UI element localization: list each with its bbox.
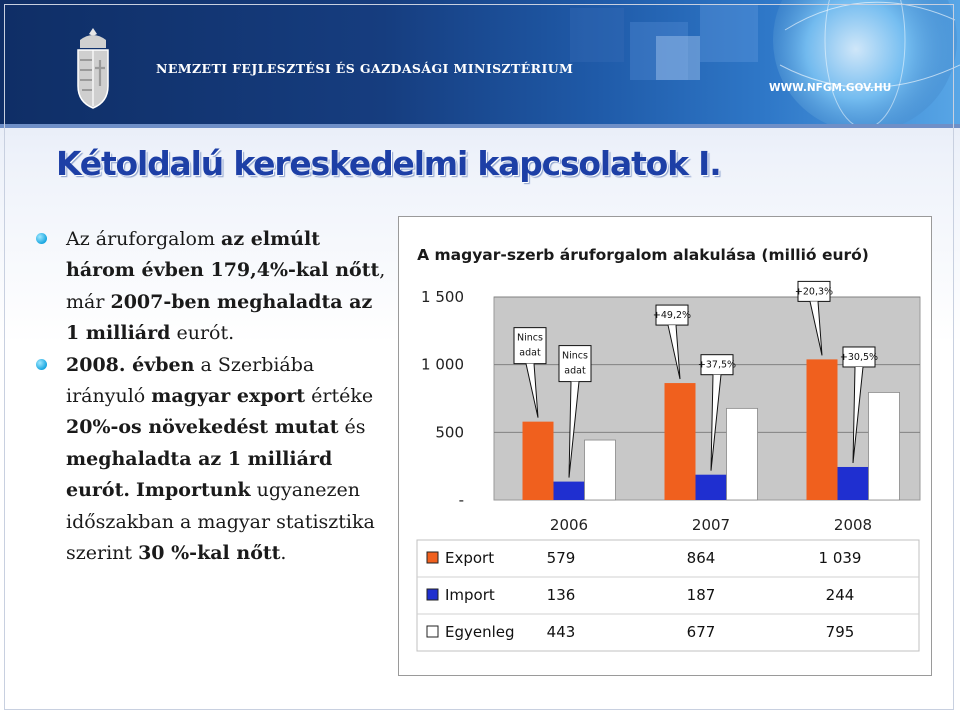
bullet-text: 2007-ben meghaladta az 1 milliárd <box>66 290 373 345</box>
bullet-text: ugyanezen időszakban a magyar statisztik… <box>66 479 375 565</box>
bar-chart: A magyar-szerb áruforgalom alakulása (mi… <box>416 246 921 652</box>
legend-swatch <box>426 551 439 564</box>
bar-import <box>553 481 585 500</box>
chart-container: A magyar-szerb áruforgalom alakulása (mi… <box>398 216 932 676</box>
bar-egyenleg <box>584 439 616 501</box>
callout-pointer <box>525 363 539 418</box>
bar-export <box>806 359 838 500</box>
callout-box <box>655 304 689 326</box>
ministry-name: NEMZETI FEJLESZTÉSI ÉS GAZDASÁGI MINISZT… <box>156 61 574 76</box>
bullet-text: , már <box>66 259 386 313</box>
y-tick-label: 500 <box>435 423 464 441</box>
callout-pointer <box>809 301 823 356</box>
bullet-text: eurót. <box>170 322 235 345</box>
bullet-text: 179,4%-kal nőtt <box>210 259 380 282</box>
callout-pointer <box>710 374 722 471</box>
bullet-text: a Szerbiába irányuló <box>66 353 315 408</box>
bullet-item: Az áruforgalom az elmúlt három évben 179… <box>36 224 388 350</box>
bar-export <box>522 421 554 500</box>
y-tick-label: 1 500 <box>421 288 464 306</box>
bullet-list: Az áruforgalom az elmúlt három évben 179… <box>36 224 388 569</box>
table-cell: 677 <box>687 623 716 641</box>
header-banner: NEMZETI FEJLESZTÉSI ÉS GAZDASÁGI MINISZT… <box>0 0 960 128</box>
bar-export <box>664 383 696 500</box>
bullet-text: 30 %-kal nőtt <box>138 542 281 565</box>
bar-import <box>837 466 869 500</box>
decorative-squares <box>570 4 758 80</box>
callout-label: Nincs <box>517 333 543 344</box>
chart-title: A magyar-szerb áruforgalom alakulása (mi… <box>417 246 869 264</box>
bullet-text: 20%-os növekedést mutat <box>66 416 339 439</box>
bullet-dot-icon <box>36 233 47 244</box>
table-cell: 1 039 <box>819 549 862 567</box>
callout-label: adat <box>564 366 586 377</box>
bullet-text: Importunk <box>136 479 251 502</box>
bar-egyenleg <box>868 392 900 501</box>
table-cell: 795 <box>826 623 855 641</box>
bullet-text: és <box>338 416 366 439</box>
bullet-text: 2008. évben <box>66 353 195 376</box>
callout-label: +37,5% <box>698 360 736 371</box>
x-tick-label: 2008 <box>834 516 872 534</box>
legend-swatch <box>426 625 439 638</box>
bullet-item: 2008. évben a Szerbiába irányuló magyar … <box>36 350 388 570</box>
bullet-text: magyar export <box>151 385 306 408</box>
bullet-text: meghaladta az 1 milliárd eurót. <box>66 447 333 502</box>
table-cell: 244 <box>826 586 855 604</box>
bar-egyenleg <box>726 407 758 501</box>
callout-label: Nincs <box>562 351 588 362</box>
bullet-text: Az áruforgalom <box>66 228 222 250</box>
bullet-text: . <box>280 542 287 565</box>
bar-import <box>695 474 727 500</box>
table-row-label: Export <box>445 549 494 567</box>
legend-swatch <box>426 588 439 601</box>
callout-label: adat <box>519 348 541 359</box>
table-cell: 187 <box>687 586 716 604</box>
bullet-dot-icon <box>36 358 47 370</box>
plot-area <box>493 296 921 501</box>
y-tick-label: 1 000 <box>421 356 464 374</box>
x-tick-label: 2007 <box>692 516 730 534</box>
table-cell: 136 <box>547 586 576 604</box>
callout-pointer <box>568 381 580 478</box>
callout-pointer <box>852 366 864 464</box>
callout-pointer <box>667 324 681 380</box>
y-tick-label: - <box>459 491 464 509</box>
coat-of-arms-icon <box>77 28 109 109</box>
x-tick-label: 2006 <box>550 516 588 534</box>
callout-label: +30,5% <box>840 352 878 363</box>
table-row-label: Import <box>445 586 495 604</box>
callout-box <box>558 345 592 383</box>
table-row-label: Egyenleg <box>445 623 515 641</box>
callout-label: +20,3% <box>795 286 833 297</box>
table-cell: 864 <box>687 549 716 567</box>
data-table <box>416 539 920 652</box>
table-cell: 443 <box>547 623 576 641</box>
website-url: WWW.NFGM.GOV.HU <box>769 82 892 94</box>
page-title: Kétoldalú kereskedelmi kapcsolatok I. <box>56 144 722 183</box>
globe-icon <box>773 0 960 128</box>
bullet-text: értéke <box>305 385 374 408</box>
table-cell: 579 <box>547 549 576 567</box>
banner-strip <box>0 124 960 128</box>
callout-label: +49,2% <box>653 310 691 321</box>
bullet-text: az elmúlt három évben <box>66 228 320 282</box>
callout-box <box>513 327 547 365</box>
